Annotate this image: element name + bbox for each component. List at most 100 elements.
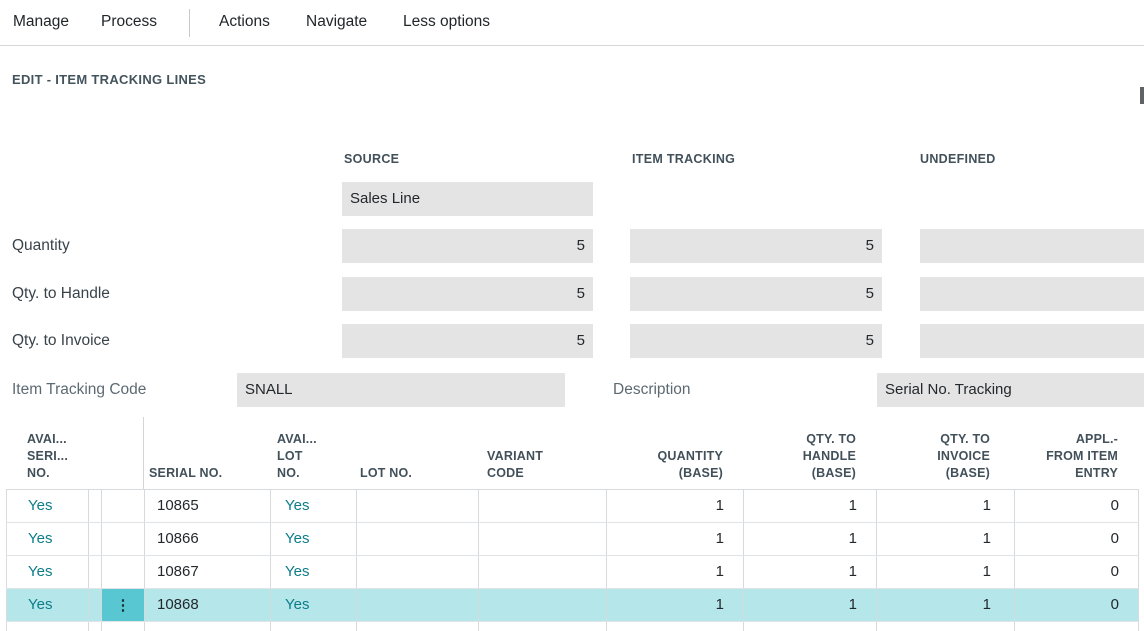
cell-options <box>101 490 144 522</box>
table-row[interactable] <box>6 622 1139 631</box>
cell-appl-from-item[interactable]: 0 <box>1014 523 1139 555</box>
cell-appl-from-item[interactable]: 0 <box>1014 556 1139 588</box>
quantity-item-tracking-field[interactable]: 5 <box>630 229 882 263</box>
description-field[interactable]: Serial No. Tracking <box>877 373 1144 407</box>
cell-serial-no[interactable]: 10867 <box>144 556 270 588</box>
col-header-variant-code[interactable]: VARIANT CODE <box>487 449 544 480</box>
table-row-selected[interactable]: Yes ⋮ 10868 Yes 1 1 1 0 <box>6 589 1139 622</box>
cell-quantity-base[interactable]: 1 <box>606 589 743 621</box>
cell-avail-serial[interactable]: Yes <box>28 596 53 613</box>
cell-variant-code[interactable] <box>478 490 606 522</box>
cell-variant-code[interactable] <box>478 556 606 588</box>
cell-options <box>101 556 144 588</box>
col-header-lot-no[interactable]: LOT NO. <box>360 466 413 480</box>
menu-manage[interactable]: Manage <box>13 13 70 30</box>
col-header-serial-no[interactable]: SERIAL NO. <box>149 466 223 480</box>
col-header-quantity-base[interactable]: QUANTITY (BASE) <box>657 449 723 480</box>
summary-header-item-tracking: ITEM TRACKING <box>632 152 736 166</box>
qty-to-invoice-label: Qty. to Invoice <box>12 332 110 349</box>
cell-serial-no[interactable]: 10868 <box>144 589 270 621</box>
qty-to-invoice-source-field[interactable]: 5 <box>342 324 593 358</box>
cell-row-indicator <box>88 523 101 555</box>
cell-qty-to-handle[interactable]: 1 <box>743 589 876 621</box>
cell-qty-to-handle[interactable]: 1 <box>743 523 876 555</box>
qty-to-handle-item-tracking-field[interactable]: 5 <box>630 277 882 311</box>
cell-appl-from-item[interactable]: 0 <box>1014 490 1139 522</box>
quantity-undefined-field <box>920 229 1144 263</box>
table-row[interactable]: Yes 10865 Yes 1 1 1 0 <box>6 490 1139 523</box>
cell-quantity-base <box>606 622 743 631</box>
menu-less-options[interactable]: Less options <box>403 13 491 30</box>
row-options-icon[interactable]: ⋮ <box>101 589 144 621</box>
cell-serial-no[interactable]: 10865 <box>144 490 270 522</box>
cell-quantity-base[interactable]: 1 <box>606 490 743 522</box>
cell-avail-lot[interactable]: Yes <box>270 523 356 555</box>
col-header-qty-to-invoice[interactable]: QTY. TO INVOICE (BASE) <box>937 432 990 480</box>
quantity-source-field[interactable]: 5 <box>342 229 593 263</box>
cell-lot-no <box>356 622 478 631</box>
col-header-qty-to-handle[interactable]: QTY. TO HANDLE (BASE) <box>802 432 856 480</box>
cell-appl-from-item[interactable]: 0 <box>1014 589 1139 621</box>
cell-avail-serial[interactable]: Yes <box>28 497 53 514</box>
cell-lot-no[interactable] <box>356 490 478 522</box>
cell-row-indicator <box>88 622 101 631</box>
summary-header-undefined: UNDEFINED <box>920 152 996 166</box>
cell-avail-serial[interactable]: Yes <box>28 563 53 580</box>
cell-avail-serial[interactable]: Yes <box>28 530 53 547</box>
qty-to-handle-undefined-field <box>920 277 1144 311</box>
cell-quantity-base[interactable]: 1 <box>606 523 743 555</box>
col-header-appl-from-item[interactable]: APPL.- FROM ITEM ENTRY <box>1046 432 1118 480</box>
cell-row-indicator <box>88 589 101 621</box>
cell-quantity-base[interactable]: 1 <box>606 556 743 588</box>
col-header-avail-lot-no[interactable]: AVAI... LOT NO. <box>277 432 317 480</box>
grid-header: AVAI... SERI... NO. SERIAL NO. AVAI... L… <box>6 415 1139 490</box>
cell-avail-lot[interactable]: Yes <box>270 556 356 588</box>
cell-qty-to-invoice[interactable]: 1 <box>876 523 1014 555</box>
cell-variant-code[interactable] <box>478 523 606 555</box>
description-label: Description <box>613 381 691 398</box>
cell-options <box>101 622 144 631</box>
cell-serial-no <box>144 622 270 631</box>
table-row[interactable]: Yes 10867 Yes 1 1 1 0 <box>6 556 1139 589</box>
vertical-scrollbar-thumb[interactable] <box>1140 87 1144 104</box>
menu-process[interactable]: Process <box>101 13 157 30</box>
page-title: EDIT - ITEM TRACKING LINES <box>12 72 207 87</box>
cell-avail-lot[interactable]: Yes <box>270 589 356 621</box>
cell-avail-lot <box>270 622 356 631</box>
cell-qty-to-handle[interactable]: 1 <box>743 490 876 522</box>
menu-actions[interactable]: Actions <box>219 13 270 30</box>
cell-variant-code <box>478 622 606 631</box>
col-header-avail-serial-no[interactable]: AVAI... SERI... NO. <box>27 432 68 480</box>
cell-lot-no[interactable] <box>356 589 478 621</box>
item-tracking-code-label: Item Tracking Code <box>12 381 147 398</box>
grid-header-divider <box>143 417 144 489</box>
cell-serial-no[interactable]: 10866 <box>144 523 270 555</box>
menu-navigate[interactable]: Navigate <box>306 13 368 30</box>
source-type-field[interactable]: Sales Line <box>342 182 593 216</box>
cell-qty-to-invoice[interactable]: 1 <box>876 556 1014 588</box>
menu-divider <box>189 9 190 37</box>
qty-to-handle-label: Qty. to Handle <box>12 285 110 302</box>
cell-variant-code[interactable] <box>478 589 606 621</box>
cell-qty-to-invoice[interactable]: 1 <box>876 490 1014 522</box>
quantity-label: Quantity <box>12 237 70 254</box>
cell-avail-lot[interactable]: Yes <box>270 490 356 522</box>
qty-to-handle-source-field[interactable]: 5 <box>342 277 593 311</box>
cell-lot-no[interactable] <box>356 523 478 555</box>
cell-qty-to-handle[interactable]: 1 <box>743 556 876 588</box>
cell-lot-no[interactable] <box>356 556 478 588</box>
item-tracking-code-field[interactable]: SNALL <box>237 373 565 407</box>
cell-appl-from-item <box>1014 622 1139 631</box>
cell-avail-serial <box>7 622 88 631</box>
table-row[interactable]: Yes 10866 Yes 1 1 1 0 <box>6 523 1139 556</box>
cell-row-indicator <box>88 556 101 588</box>
qty-to-invoice-undefined-field <box>920 324 1144 358</box>
cell-qty-to-invoice <box>876 622 1014 631</box>
summary-header-source: SOURCE <box>344 152 400 166</box>
qty-to-invoice-item-tracking-field[interactable]: 5 <box>630 324 882 358</box>
cell-qty-to-invoice[interactable]: 1 <box>876 589 1014 621</box>
cell-row-indicator <box>88 490 101 522</box>
action-bar: Manage Process Actions Navigate Less opt… <box>0 0 1144 46</box>
cell-options <box>101 523 144 555</box>
